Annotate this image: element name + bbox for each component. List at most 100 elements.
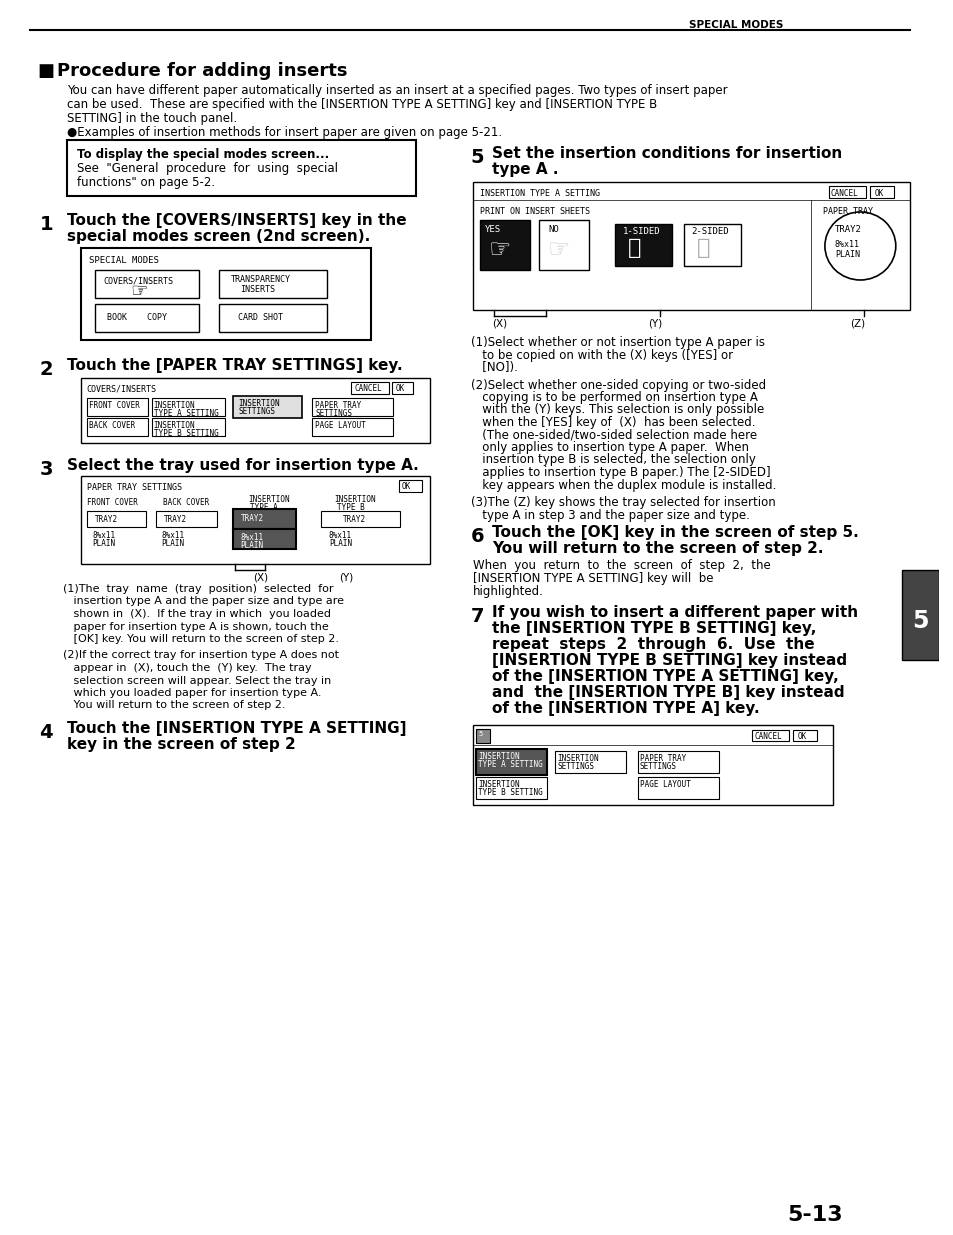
Text: (Y): (Y) <box>647 317 661 329</box>
Bar <box>638 751 718 773</box>
Text: TYPE B SETTING: TYPE B SETTING <box>477 788 542 797</box>
Text: ■: ■ <box>37 62 54 80</box>
Text: TYPE B SETTING: TYPE B SETTING <box>153 429 218 438</box>
Text: ☞: ☞ <box>489 238 511 262</box>
Text: applies to insertion type B paper.) The [2-SIDED]: applies to insertion type B paper.) The … <box>470 466 769 479</box>
Text: (Y): (Y) <box>338 572 353 582</box>
Text: the [INSERTION TYPE B SETTING] key,: the [INSERTION TYPE B SETTING] key, <box>492 621 816 636</box>
Text: key in the screen of step 2: key in the screen of step 2 <box>67 737 295 752</box>
Text: 1-SIDED: 1-SIDED <box>622 227 660 236</box>
Text: 5: 5 <box>477 731 482 737</box>
Bar <box>312 417 393 436</box>
Bar <box>392 382 413 394</box>
Text: shown in  (X).  If the tray in which  you loaded: shown in (X). If the tray in which you l… <box>63 609 331 619</box>
Text: 5: 5 <box>470 148 484 167</box>
Text: BACK COVER: BACK COVER <box>89 421 134 430</box>
Text: INSERTION: INSERTION <box>477 752 519 761</box>
Text: CANCEL: CANCEL <box>354 384 382 393</box>
Text: PAPER TRAY: PAPER TRAY <box>822 207 872 216</box>
Text: ☞: ☞ <box>130 282 148 301</box>
Text: 4: 4 <box>39 722 53 742</box>
Bar <box>901 571 938 659</box>
Text: highlighted.: highlighted. <box>472 585 543 598</box>
Bar <box>95 304 198 332</box>
Bar <box>351 382 389 394</box>
Text: 8%x11: 8%x11 <box>240 534 263 542</box>
Text: INSERTION: INSERTION <box>238 399 279 408</box>
Bar <box>869 186 893 198</box>
Text: SETTING] in the touch panel.: SETTING] in the touch panel. <box>67 112 236 125</box>
Text: COVERS/INSERTS: COVERS/INSERTS <box>103 277 173 287</box>
Text: Touch the [OK] key in the screen of step 5.: Touch the [OK] key in the screen of step… <box>492 525 858 540</box>
Text: [INSERTION TYPE B SETTING] key instead: [INSERTION TYPE B SETTING] key instead <box>492 653 846 668</box>
Text: SPECIAL MODES: SPECIAL MODES <box>688 20 782 30</box>
Text: 7: 7 <box>470 606 483 626</box>
Text: INSERTION TYPE A SETTING: INSERTION TYPE A SETTING <box>480 189 599 198</box>
Text: FRONT COVER: FRONT COVER <box>89 401 139 410</box>
Text: SPECIAL MODES: SPECIAL MODES <box>89 256 158 266</box>
Text: of the [INSERTION TYPE A] key.: of the [INSERTION TYPE A] key. <box>492 701 759 716</box>
Text: COVERS/INSERTS: COVERS/INSERTS <box>87 385 156 394</box>
Text: [OK] key. You will return to the screen of step 2.: [OK] key. You will return to the screen … <box>63 634 338 643</box>
Text: TRAY2: TRAY2 <box>834 225 861 233</box>
Text: PAPER TRAY: PAPER TRAY <box>639 755 685 763</box>
Bar <box>538 220 588 270</box>
Text: (1)The  tray  name  (tray  position)  selected  for: (1)The tray name (tray position) selecte… <box>63 584 334 594</box>
Text: 5-13: 5-13 <box>786 1205 842 1225</box>
Text: INSERTION: INSERTION <box>557 755 598 763</box>
Text: YES: YES <box>485 225 501 233</box>
Text: which you loaded paper for insertion type A.: which you loaded paper for insertion typ… <box>63 688 321 698</box>
Bar <box>152 417 225 436</box>
Bar <box>81 248 371 340</box>
Text: INSERTION: INSERTION <box>153 421 195 430</box>
Text: CANCEL: CANCEL <box>753 732 781 741</box>
Text: OK: OK <box>401 482 411 492</box>
Text: to be copied on with the (X) keys ([YES] or: to be copied on with the (X) keys ([YES]… <box>470 348 732 362</box>
Text: SETTINGS: SETTINGS <box>557 762 594 771</box>
Bar <box>81 475 430 564</box>
Text: functions" on page 5-2.: functions" on page 5-2. <box>76 177 214 189</box>
Bar <box>87 417 148 436</box>
Bar <box>233 509 296 529</box>
Text: INSERTS: INSERTS <box>240 285 274 294</box>
Text: PAPER TRAY: PAPER TRAY <box>314 401 361 410</box>
Text: can be used.  These are specified with the [INSERTION TYPE A SETTING] key and [I: can be used. These are specified with th… <box>67 98 657 111</box>
Text: (X): (X) <box>492 317 507 329</box>
Text: OK: OK <box>797 732 805 741</box>
Text: You can have different paper automatically inserted as an insert at a specified : You can have different paper automatical… <box>67 84 727 98</box>
Text: (2)Select whether one-sided copying or two-sided: (2)Select whether one-sided copying or t… <box>470 378 765 391</box>
Bar <box>683 224 740 266</box>
Bar <box>480 220 529 270</box>
Bar <box>555 751 625 773</box>
Text: Touch the [INSERTION TYPE A SETTING]: Touch the [INSERTION TYPE A SETTING] <box>67 721 406 736</box>
Text: TRAY2: TRAY2 <box>342 515 365 524</box>
Text: TRAY2: TRAY2 <box>94 515 117 524</box>
Text: selection screen will appear. Select the tray in: selection screen will appear. Select the… <box>63 676 331 685</box>
Text: (2)If the correct tray for insertion type A does not: (2)If the correct tray for insertion typ… <box>63 651 338 661</box>
Bar <box>476 729 490 743</box>
Text: BOOK    COPY: BOOK COPY <box>107 312 167 322</box>
Text: 8%x11: 8%x11 <box>329 531 352 540</box>
Bar <box>152 398 225 416</box>
Text: PLAIN: PLAIN <box>240 541 263 550</box>
Text: ⎘: ⎘ <box>697 238 710 258</box>
Text: (3)The (Z) key shows the tray selected for insertion: (3)The (Z) key shows the tray selected f… <box>470 496 775 509</box>
Text: SETTINGS: SETTINGS <box>314 409 352 417</box>
Text: ⎘: ⎘ <box>627 238 640 258</box>
Bar <box>476 777 547 799</box>
Text: BACK COVER: BACK COVER <box>163 498 210 508</box>
Bar <box>793 730 816 741</box>
Text: type A .: type A . <box>492 162 558 177</box>
Text: INSERTION: INSERTION <box>477 781 519 789</box>
Bar <box>320 511 399 527</box>
Text: special modes screen (2nd screen).: special modes screen (2nd screen). <box>67 228 370 245</box>
Text: type A in step 3 and the paper size and type.: type A in step 3 and the paper size and … <box>470 509 749 521</box>
Text: SETTINGS: SETTINGS <box>639 762 676 771</box>
Bar <box>155 511 216 527</box>
Text: and  the [INSERTION TYPE B] key instead: and the [INSERTION TYPE B] key instead <box>492 685 844 700</box>
Text: [NO]).: [NO]). <box>470 361 517 374</box>
Bar <box>95 270 198 298</box>
Text: 8%x11: 8%x11 <box>92 531 115 540</box>
Text: TYPE A SETTING: TYPE A SETTING <box>153 409 218 417</box>
Text: [INSERTION TYPE A SETTING] key will  be: [INSERTION TYPE A SETTING] key will be <box>472 572 712 585</box>
